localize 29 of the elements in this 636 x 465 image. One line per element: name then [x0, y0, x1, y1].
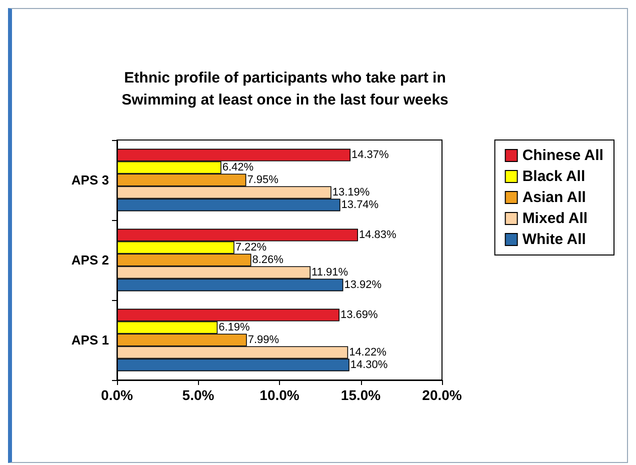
- data-label: 11.91%: [312, 266, 348, 278]
- legend-label: Mixed All: [522, 210, 588, 227]
- x-tick-label: 0.0%: [101, 387, 134, 403]
- data-label: 14.83%: [358, 229, 397, 242]
- data-label: 14.37%: [352, 149, 390, 162]
- data-label: 13.19%: [332, 186, 370, 198]
- data-label: 8.26%: [252, 254, 284, 266]
- x-tick-label: 10.0%: [260, 387, 300, 403]
- legend-label: White All: [522, 231, 586, 248]
- x-tick-label: 15.0%: [340, 387, 382, 403]
- x-tick-label: 20.0%: [422, 387, 462, 403]
- legend-label: Asian All: [522, 189, 586, 206]
- x-tick-label: 5.0%: [182, 387, 215, 403]
- y-tick-label: APS 3: [71, 172, 109, 188]
- data-label: 13.92%: [344, 278, 382, 291]
- data-label: 14.30%: [350, 358, 388, 371]
- data-label: 7.99%: [248, 334, 280, 346]
- data-label: 6.19%: [218, 322, 250, 334]
- chart-title: Ethnic profile of participants who take part in Swimming at least once in the last four weeks: [122, 70, 448, 108]
- legend-label: Chinese All: [522, 147, 604, 164]
- data-label: 7.95%: [247, 174, 279, 186]
- data-label: 14.22%: [349, 346, 387, 358]
- data-label: 13.74%: [341, 198, 379, 211]
- data-label: 6.42%: [222, 162, 254, 174]
- data-label: 13.69%: [340, 309, 378, 322]
- legend-label: Black All: [522, 168, 586, 185]
- y-tick-label: APS 2: [71, 252, 109, 268]
- y-tick-label: APS 1: [71, 332, 109, 348]
- data-label: 7.22%: [235, 242, 267, 254]
